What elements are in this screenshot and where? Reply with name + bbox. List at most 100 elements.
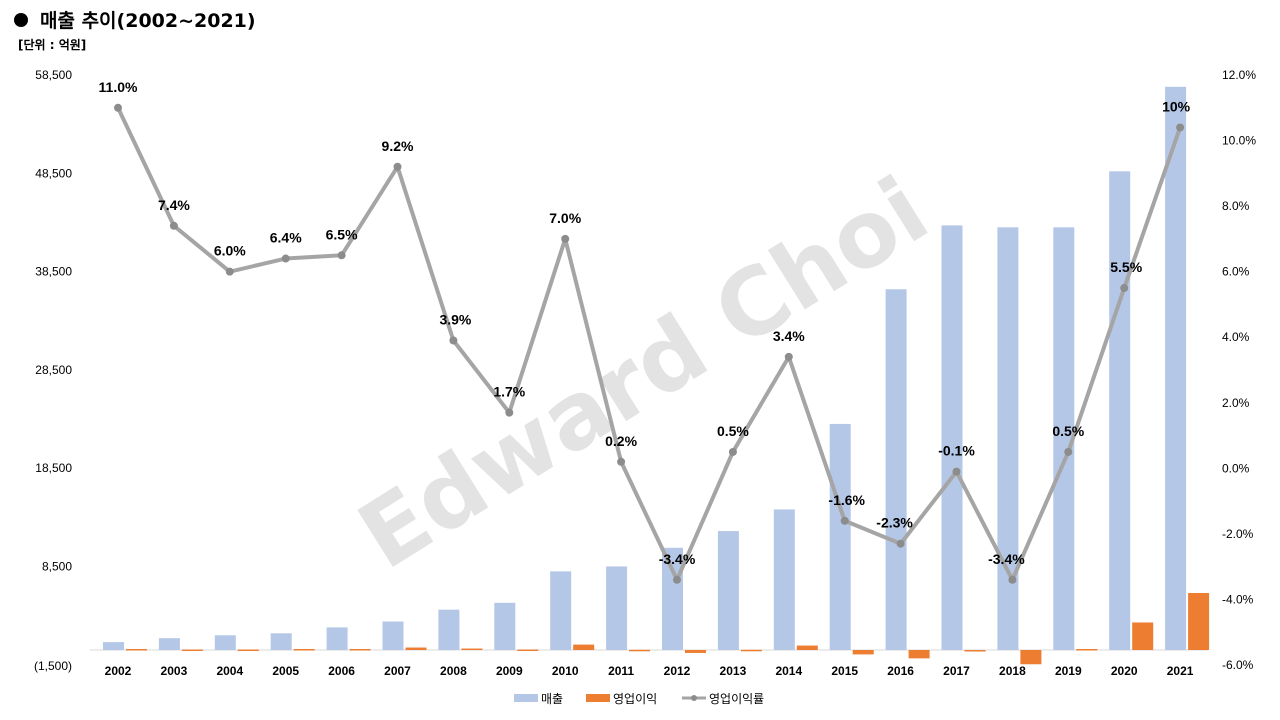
- line-point: [169, 221, 178, 230]
- y-left-tick-label: 58,500: [35, 68, 72, 82]
- x-tick-label: 2004: [216, 664, 243, 678]
- line-point: [896, 539, 905, 548]
- x-tick-label: 2012: [664, 664, 691, 678]
- x-tick-label: 2019: [1055, 664, 1082, 678]
- data-label-margin: 0.2%: [605, 433, 637, 449]
- bar-sales: [1053, 227, 1075, 650]
- x-tick-label: 2010: [552, 664, 579, 678]
- x-tick-label: 2007: [384, 664, 411, 678]
- x-tick-label: 2003: [161, 664, 188, 678]
- legend-marker-operating-margin: [691, 695, 697, 701]
- data-label-margin: 6.5%: [326, 226, 358, 242]
- bar-operating-profit: [796, 645, 818, 650]
- bar-sales: [1109, 171, 1131, 651]
- bar-operating-profit: [685, 650, 706, 653]
- bar-operating-profit: [181, 649, 203, 652]
- bar-sales: [270, 633, 292, 650]
- x-tick-label: 2008: [440, 664, 467, 678]
- bar-operating-profit: [908, 650, 930, 659]
- y-left-tick-label: 18,500: [35, 461, 72, 475]
- bar-sales: [158, 638, 180, 650]
- x-tick-label: 2005: [272, 664, 299, 678]
- line-point: [728, 447, 737, 456]
- bar-operating-profit: [573, 644, 595, 650]
- x-tick-label: 2013: [720, 664, 747, 678]
- bar-sales: [829, 423, 851, 650]
- chart-title-row: 매출 추이(2002~2021): [10, 6, 256, 33]
- data-label-margin: 6.4%: [270, 230, 302, 246]
- line-point: [952, 467, 961, 476]
- legend-label-sales: 매출: [541, 692, 563, 706]
- legend-swatch-operating-profit: [586, 694, 610, 702]
- line-point: [449, 336, 458, 345]
- y-right-tick-label: 6.0%: [1222, 265, 1250, 279]
- y-right-tick-label: -2.0%: [1222, 527, 1254, 541]
- y-left-tick-label: 48,500: [35, 166, 72, 180]
- bar-sales: [941, 225, 963, 650]
- bar-sales: [717, 531, 739, 650]
- data-label-margin: 3.9%: [439, 312, 471, 328]
- y-right-tick-label: 8.0%: [1222, 199, 1250, 213]
- bar-sales: [382, 621, 404, 650]
- x-tick-label: 2018: [999, 664, 1026, 678]
- x-tick-label: 2015: [831, 664, 858, 678]
- line-operating-margin: [116, 106, 1182, 582]
- bar-operating-profit: [1020, 650, 1042, 665]
- legend-label-operating-profit: 영업이익: [613, 692, 657, 706]
- data-label-margin: 11.0%: [99, 79, 138, 95]
- x-tick-label: 2002: [105, 664, 132, 678]
- data-label-margin: 3.4%: [773, 328, 805, 344]
- data-label-margin: 6.0%: [214, 243, 246, 259]
- data-label-margin: 0.5%: [1052, 423, 1084, 439]
- data-label-margin: -2.3%: [876, 515, 913, 531]
- bar-operating-profit: [852, 650, 874, 655]
- bar-sales: [885, 289, 907, 650]
- data-label-margin: 7.0%: [549, 210, 581, 226]
- line-point: [617, 457, 626, 466]
- data-label-margin: -3.4%: [659, 551, 696, 567]
- bar-operating-profit: [629, 649, 651, 652]
- bar-operating-profit: [126, 649, 147, 651]
- y-left-tick-label: 8,500: [42, 559, 72, 573]
- line-point: [337, 251, 346, 260]
- x-tick-label: 2006: [328, 664, 355, 678]
- y-right-tick-label: 0.0%: [1222, 461, 1250, 475]
- data-label-margin: 10%: [1162, 98, 1191, 114]
- x-tick-label: 2021: [1167, 664, 1194, 678]
- legend-swatch-sales: [514, 694, 538, 702]
- bar-sales: [326, 627, 348, 650]
- bullet-icon: [14, 12, 28, 27]
- x-tick-label: 2014: [775, 664, 802, 678]
- line-point: [673, 575, 681, 584]
- legend-label-operating-margin: 영업이익률: [709, 692, 764, 706]
- bar-sales: [997, 227, 1019, 650]
- bar-sales: [494, 602, 516, 650]
- line-point: [1176, 123, 1185, 132]
- x-tick-label: 2009: [496, 664, 523, 678]
- line-point: [1064, 447, 1073, 456]
- y-right-tick-label: 2.0%: [1222, 396, 1250, 410]
- unit-label: [단위 : 억원]: [18, 38, 87, 52]
- data-label-margin: 1.7%: [493, 384, 525, 400]
- bar-operating-profit: [237, 649, 259, 652]
- y-left-tick-label: 38,500: [35, 265, 72, 279]
- bar-sales: [214, 635, 236, 650]
- bar-operating-profit: [349, 649, 371, 651]
- bar-operating-profit: [517, 649, 539, 652]
- x-tick-label: 2020: [1111, 664, 1138, 678]
- bar-sales: [438, 609, 460, 650]
- y-right-tick-label: 10.0%: [1222, 134, 1256, 148]
- y-right-tick-label: 4.0%: [1222, 330, 1250, 344]
- bar-operating-profit: [293, 649, 315, 651]
- bar-sales: [550, 571, 572, 650]
- line-point: [114, 103, 122, 112]
- data-label-margin: 9.2%: [382, 138, 414, 154]
- data-label-margin: 0.5%: [717, 423, 749, 439]
- line-point: [225, 267, 234, 276]
- line-point: [281, 254, 290, 263]
- x-tick-label: 2016: [887, 664, 914, 678]
- data-label-margin: -3.4%: [988, 551, 1025, 567]
- line-point: [393, 162, 402, 171]
- chart-title: 매출 추이(2002~2021): [40, 10, 256, 32]
- bar-operating-profit: [405, 647, 427, 650]
